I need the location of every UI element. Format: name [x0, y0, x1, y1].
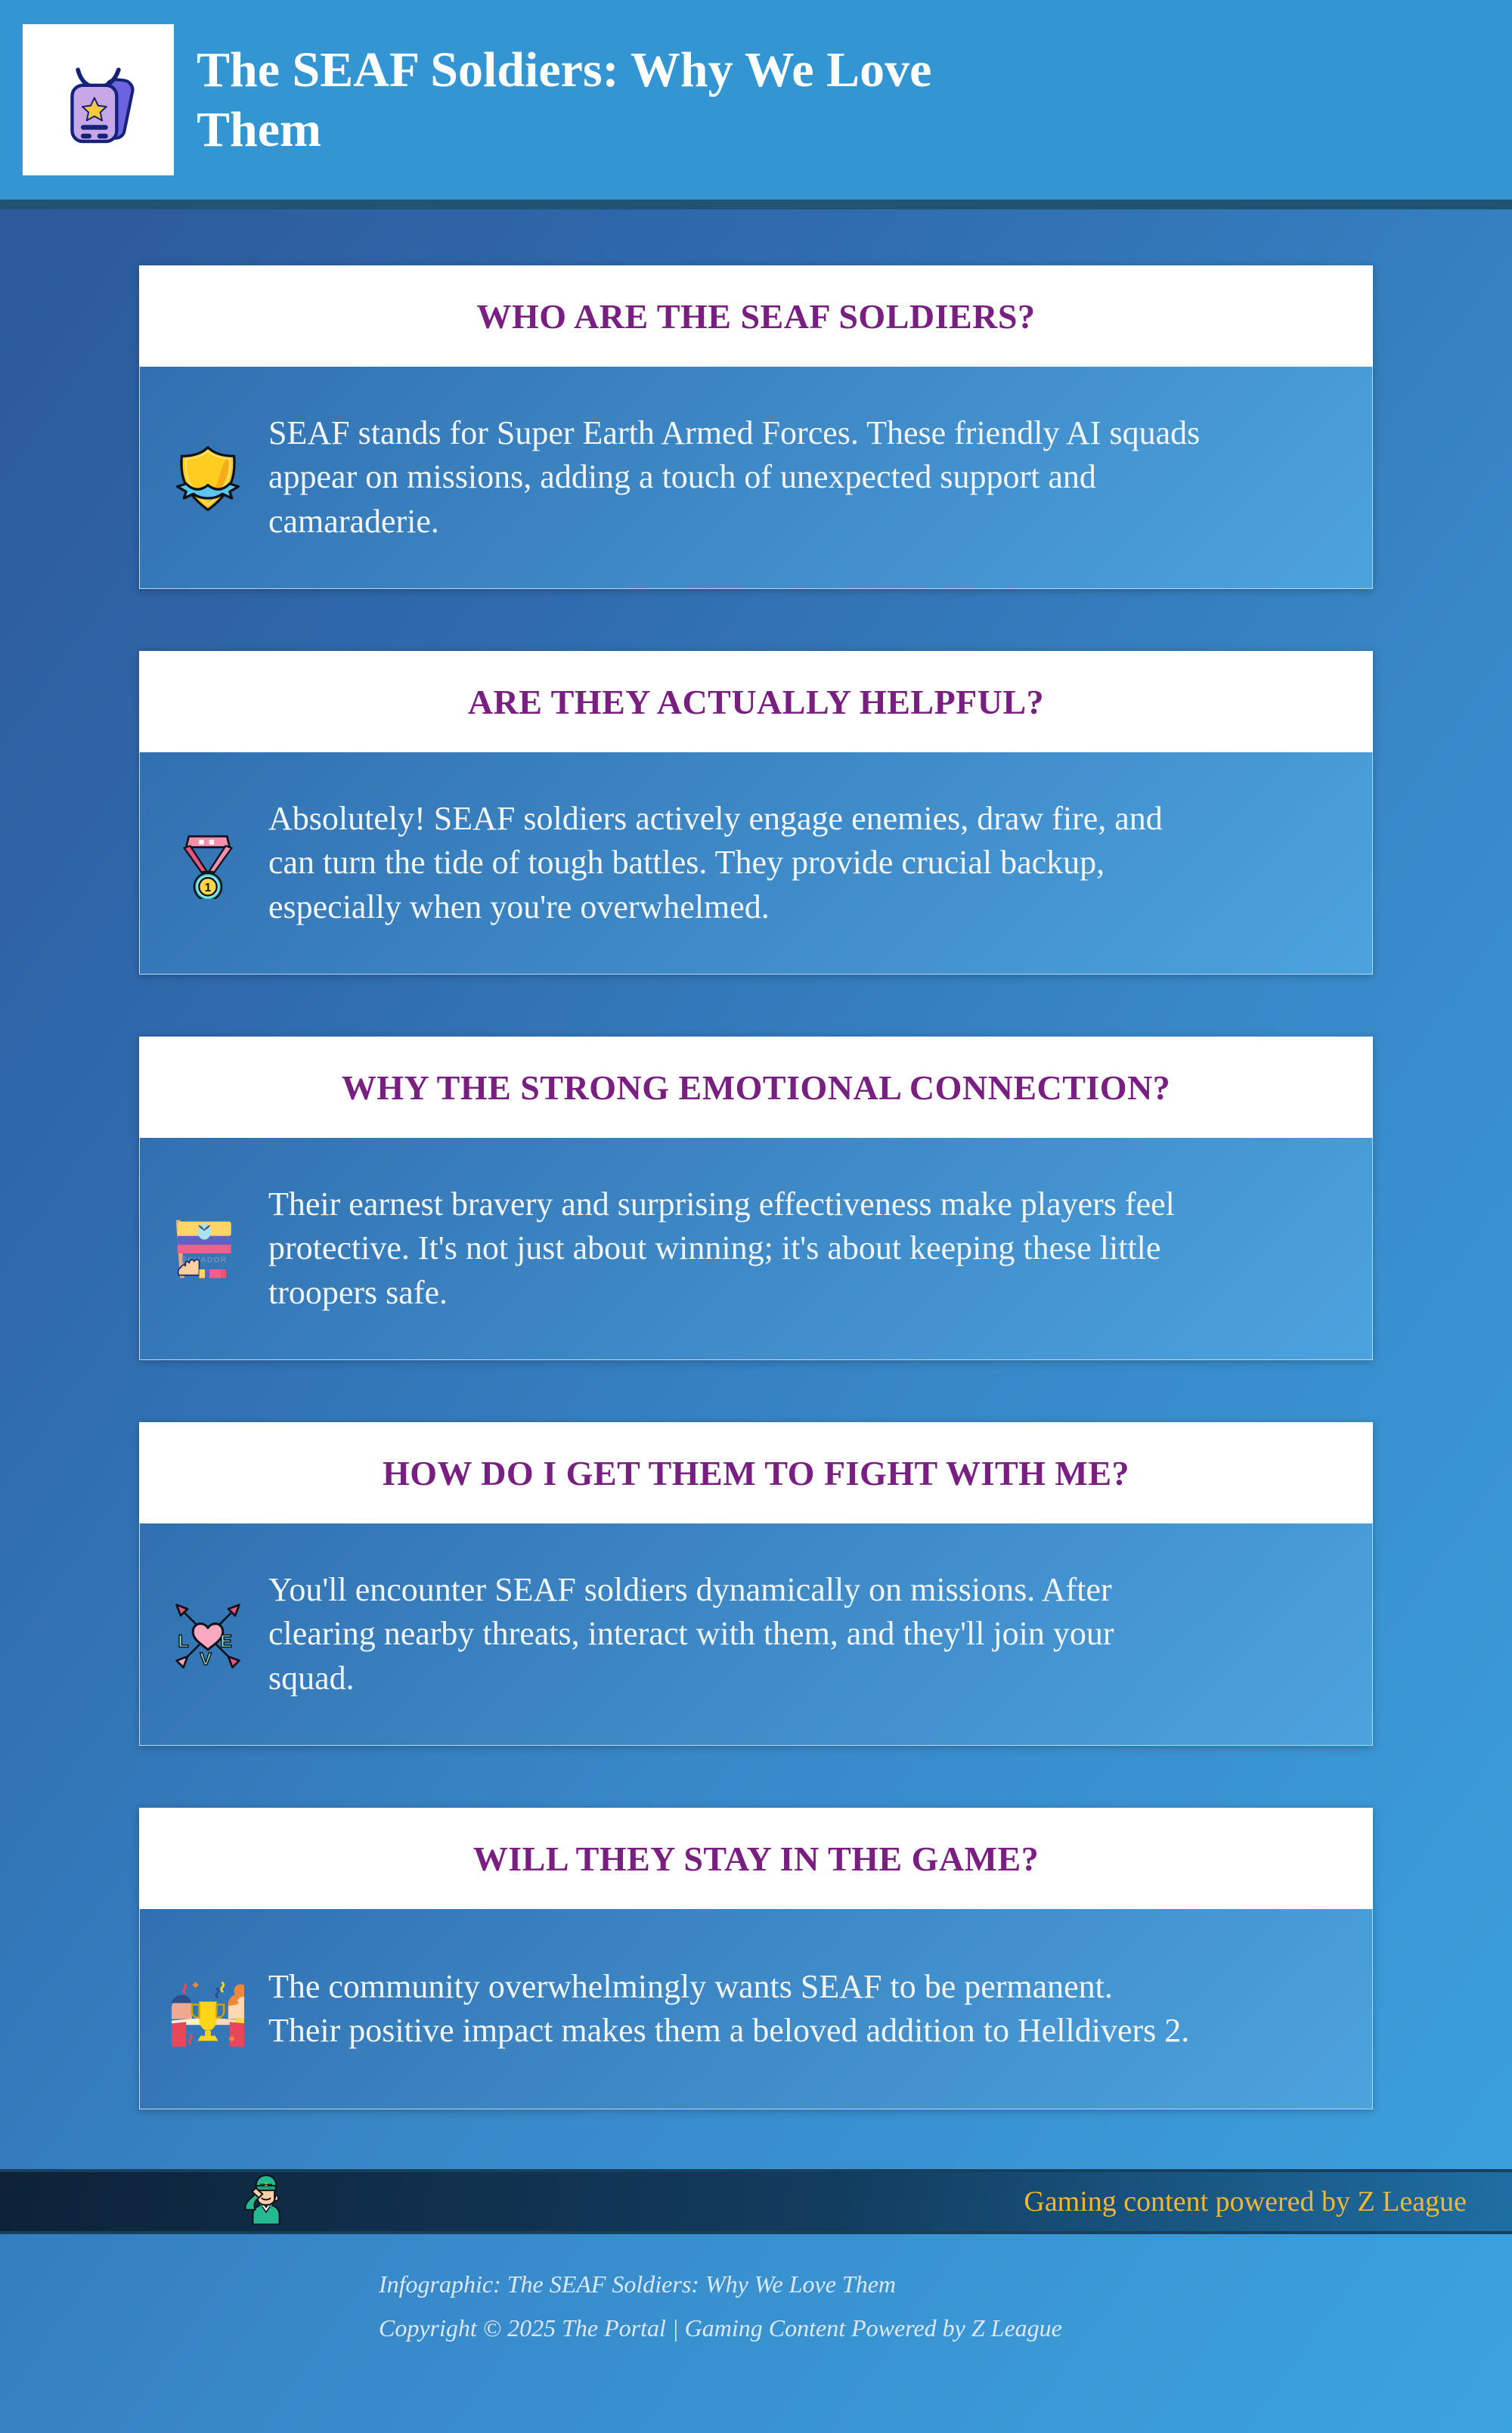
svg-text:L: L	[178, 1631, 188, 1650]
svg-text:E: E	[220, 1631, 232, 1650]
svg-text:V: V	[200, 1648, 212, 1668]
svg-text:1: 1	[205, 882, 212, 894]
